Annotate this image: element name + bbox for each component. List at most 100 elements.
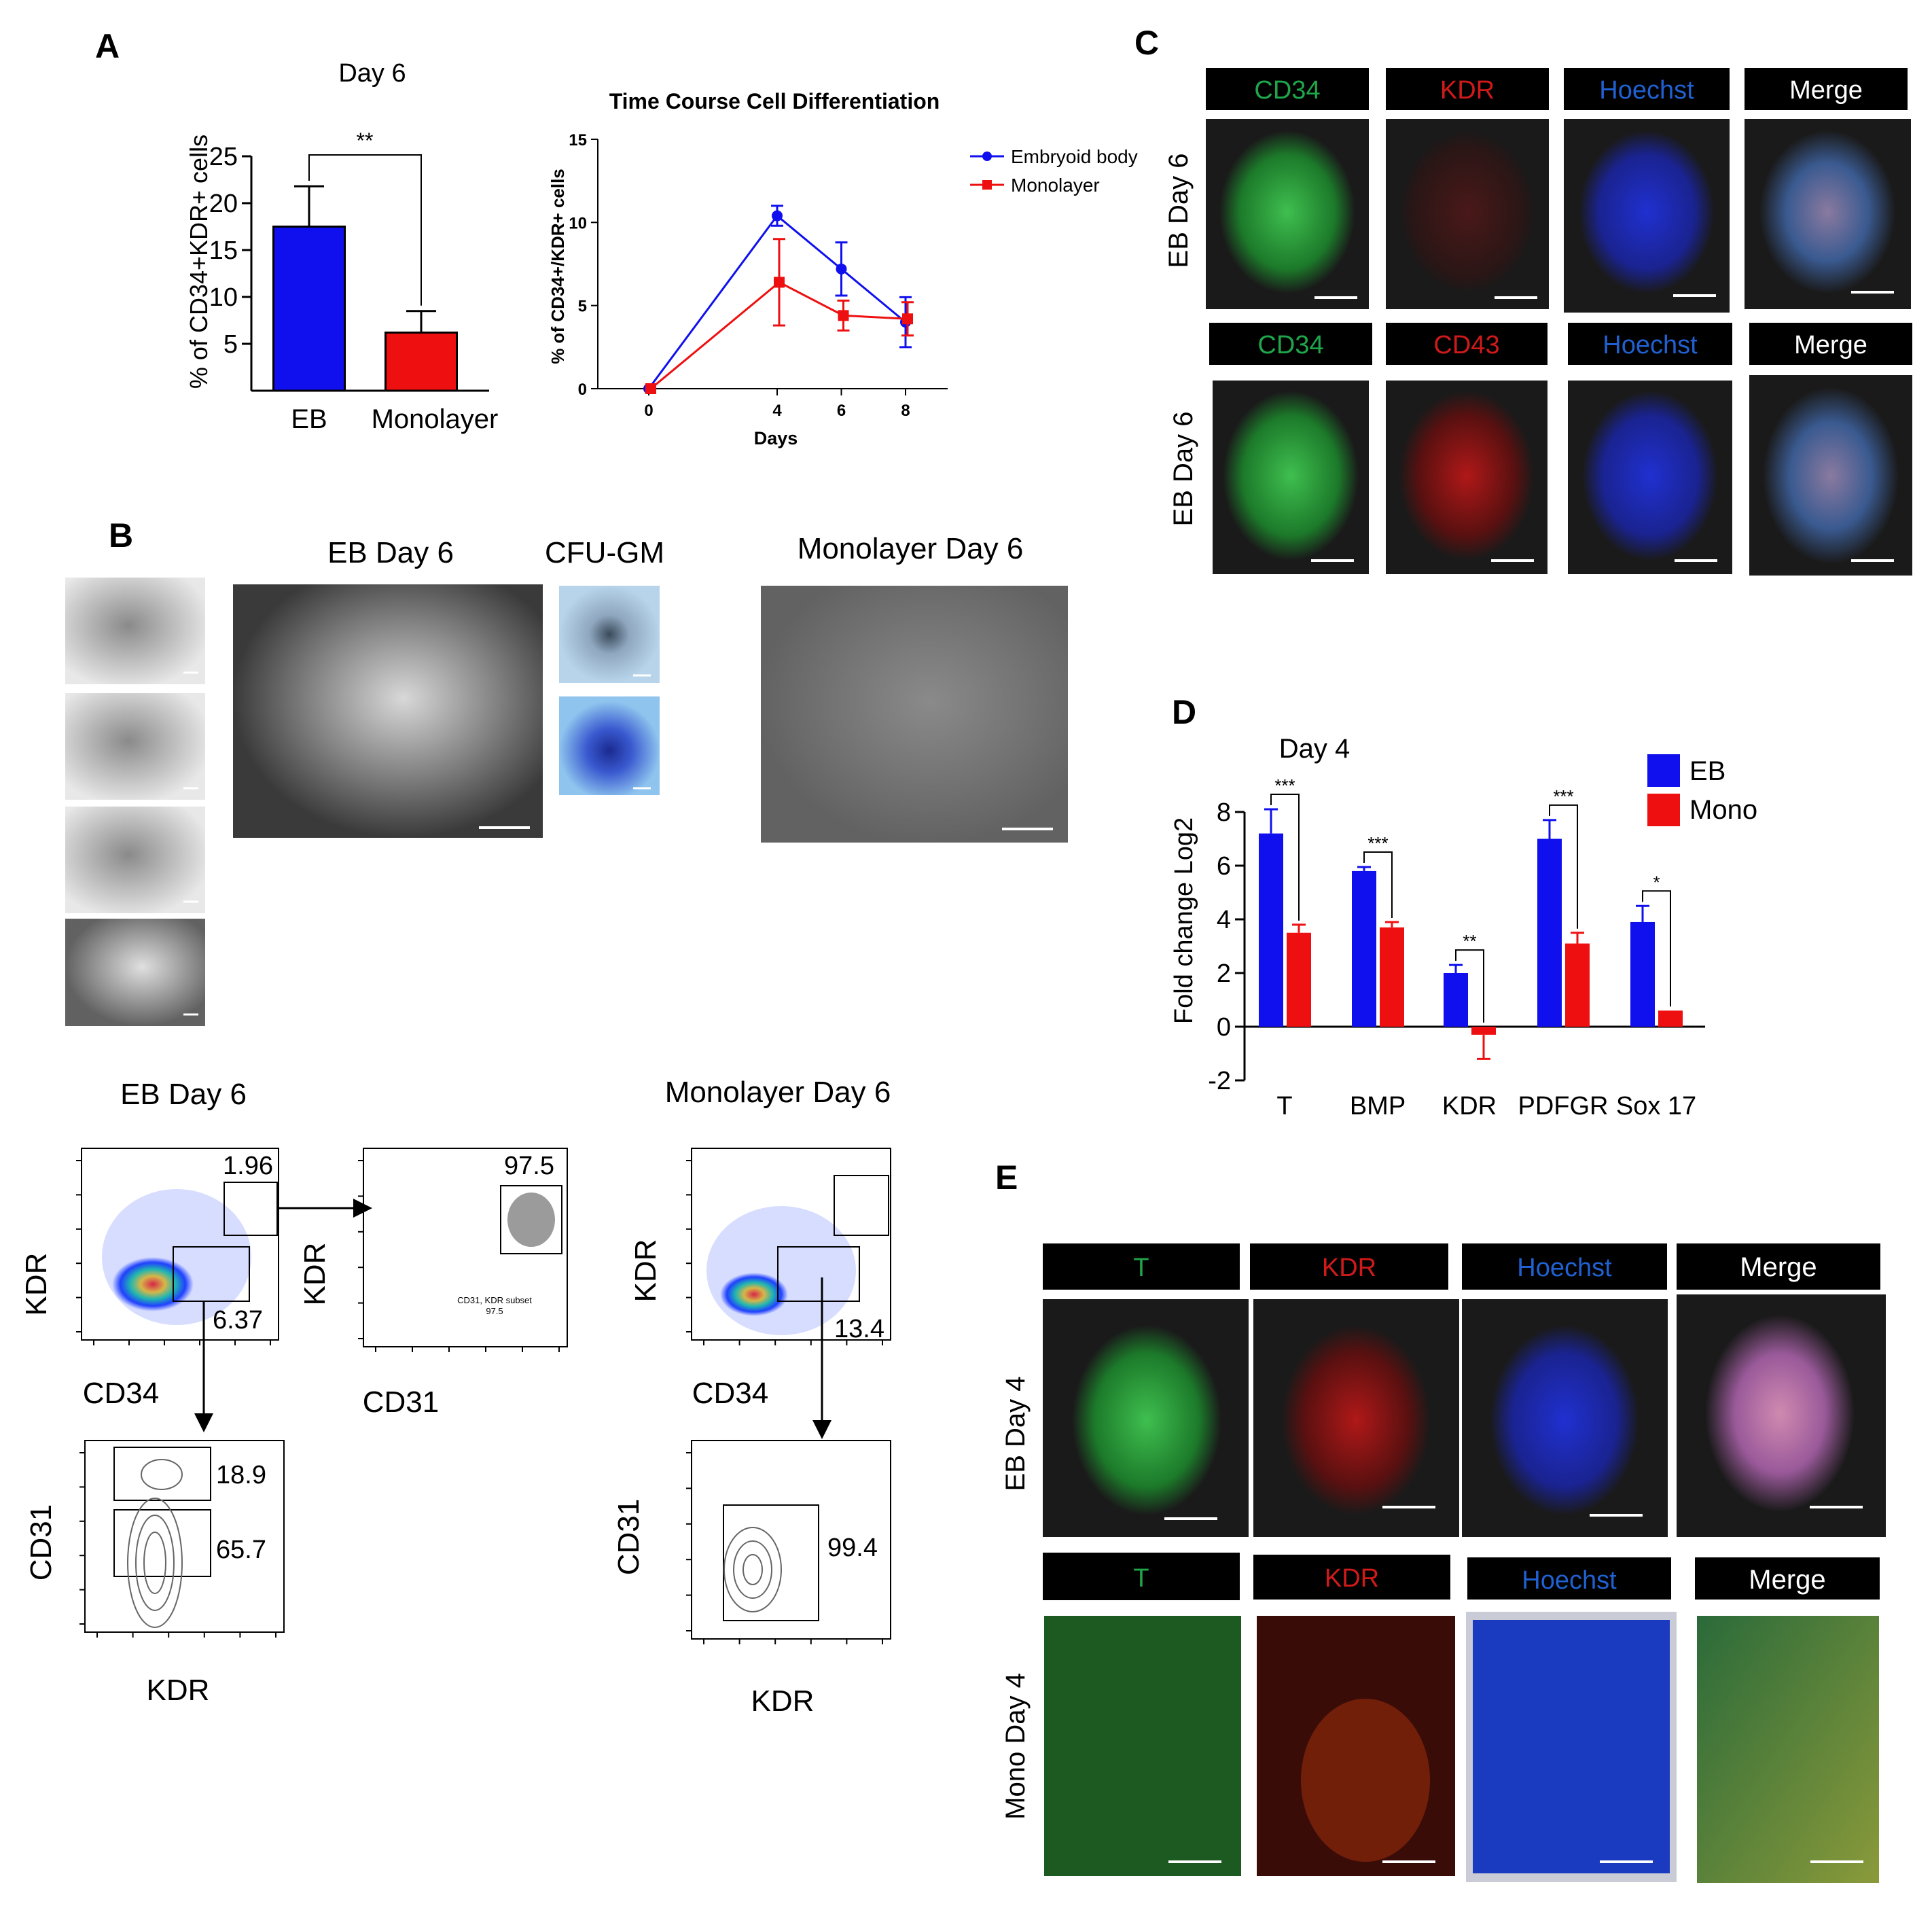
axis-eb2-x: CD31 (363, 1385, 440, 1419)
a-line-xtick-label: 8 (901, 402, 910, 420)
d-ytick-label: 0 (1217, 1013, 1231, 1042)
a-line-ytick-label: 10 (569, 214, 587, 232)
axis-mono1-y: KDR (629, 1239, 662, 1303)
panel-letter-a: A (95, 27, 120, 65)
panel-e-row1-label: EB Day 4 (1001, 1377, 1031, 1491)
panel-letter-e: E (995, 1159, 1018, 1197)
grouped-bar-chart-day4: Day 4 Fold change Log2 -202468***T***BMP… (1170, 734, 1757, 1120)
panel-e-grid: EB Day 4 Mono Day 4 T KDR Hoechst Merge … (1001, 1243, 1886, 1883)
d-bar-1-1 (1380, 927, 1404, 1027)
axis-mono2-y: CD31 (612, 1499, 645, 1576)
axis-mono1-x: CD34 (692, 1377, 769, 1410)
e2-header-hoechst: Hoechst (1522, 1566, 1617, 1595)
panel-e-row2-label: Mono Day 4 (1001, 1673, 1031, 1820)
d-category-label: PDFGR (1518, 1092, 1609, 1120)
brightfield-column (65, 578, 205, 1026)
d-sig-bracket (1363, 851, 1393, 918)
eb-day6-label: EB Day 6 (327, 536, 454, 569)
d-category-label: KDR (1442, 1092, 1497, 1120)
bar-chart-title: Day 6 (338, 59, 406, 88)
line-chart-legend: Embryoid body Monolayer (970, 146, 1138, 196)
subset-note: CD31, KDR subset (457, 1295, 532, 1305)
d-bar-1-2 (1471, 1027, 1496, 1035)
flow-plot-mono-cd31-kdr: 99.4 CD31 KDR (612, 1440, 891, 1718)
cfu-gm-label: CFU-GM (545, 536, 664, 569)
d-bar-1-4 (1658, 1010, 1683, 1027)
a-bar-ytick-label: 20 (209, 190, 238, 218)
subset-note-value: 97.5 (486, 1306, 503, 1316)
gate-eb-cd31kdr: 97.5 (504, 1152, 554, 1180)
c1-header-merge: Merge (1789, 76, 1863, 105)
a-line-ytick-label: 15 (569, 131, 587, 149)
e2-header-t: T (1133, 1564, 1149, 1593)
d-ytick-label: -2 (1208, 1067, 1231, 1095)
a-line-point (836, 263, 847, 275)
d-chart-title: Day 4 (1279, 734, 1350, 764)
a-bar-ytick-label: 25 (209, 143, 238, 171)
d-bar-0-3 (1537, 838, 1562, 1027)
a-bar-ytick-label: 10 (209, 283, 238, 312)
a-line-point (645, 383, 656, 394)
a-line-xtick-label: 6 (837, 402, 846, 420)
eb-day6-micrograph (233, 584, 543, 838)
gate-eb-cd31-mid: 65.7 (216, 1536, 266, 1564)
d-category-label: Sox 17 (1616, 1092, 1696, 1120)
axis-mono2-x: KDR (751, 1684, 815, 1718)
axis-eb3-y: CD31 (24, 1504, 58, 1581)
line-chart-ylabel: % of CD34+/KDR+ cells (548, 169, 568, 364)
c1-header-cd34: CD34 (1254, 76, 1320, 105)
line-chart-xlabel: Days (754, 428, 798, 448)
panel-c-row1-label: EB Day 6 (1164, 154, 1194, 268)
axis-eb1-y: KDR (20, 1253, 53, 1316)
a-bar-1 (384, 331, 458, 392)
c1-header-hoechst: Hoechst (1599, 76, 1694, 105)
a-line-point (838, 310, 849, 321)
a-line-ytick-label: 5 (578, 298, 587, 316)
bar-chart-plot: 5 10 15 20 25 EB Monolayer (209, 143, 499, 434)
d-sig-label: * (1653, 872, 1660, 892)
gate-mono-cd31: 99.4 (827, 1534, 878, 1562)
panel-letter-c: C (1134, 24, 1159, 62)
d-ytick-label: 6 (1217, 852, 1231, 881)
a-bar-ytick-label: 15 (209, 236, 238, 265)
legend-embryoid-body: Embryoid body (1011, 146, 1138, 167)
d-sig-bracket (1549, 804, 1578, 929)
e2-header-kdr: KDR (1325, 1564, 1379, 1593)
monolayer-day6-label: Monolayer Day 6 (798, 532, 1024, 565)
d-bar-1-3 (1565, 943, 1590, 1027)
d-chart-ylabel: Fold change Log2 (1170, 817, 1198, 1024)
c2-header-merge: Merge (1794, 331, 1867, 359)
a-line-xtick-label: 0 (644, 402, 653, 420)
c2-header-cd43: CD43 (1433, 331, 1499, 359)
gate-eb-cd34low: 6.37 (213, 1306, 263, 1335)
axis-eb1-x: CD34 (83, 1377, 160, 1410)
d-sig-bracket (1642, 890, 1671, 1007)
d-sig-label: ** (1463, 931, 1476, 951)
d-sig-label: *** (1274, 775, 1295, 796)
gate-eb-cd34kdr: 1.96 (223, 1152, 273, 1180)
d-sig-bracket (1270, 794, 1300, 921)
flow-plot-mono-kdr-cd34: 13.4 KDR CD34 (629, 1148, 891, 1410)
d-bar-0-0 (1259, 833, 1283, 1027)
line-chart-plot: 0 5 10 15 0 4 6 8 (569, 131, 948, 420)
flow-plot-eb-kdr-cd34: 1.96 6.37 KDR CD34 (20, 1148, 279, 1410)
line-chart-title: Time Course Cell Differentiation (609, 89, 940, 113)
legend-mono: Mono (1689, 795, 1757, 825)
a-line-ytick-label: 0 (578, 381, 587, 399)
gate-eb-cd31-high: 18.9 (216, 1461, 266, 1489)
d-sig-label: *** (1367, 833, 1388, 853)
e1-header-merge: Merge (1740, 1252, 1817, 1282)
panel-c-grid: EB Day 6 EB Day 6 CD34 KDR Hoechst Merge… (1164, 68, 1912, 576)
d-chart-plot: -2 0 2 4 6 8 *** T *** BMP ** KDR *** PDFGR * Sox 17 (1208, 775, 1705, 1120)
d-ytick-label: 2 (1217, 959, 1231, 988)
a-line-point (772, 210, 783, 222)
e1-header-kdr: KDR (1322, 1254, 1376, 1282)
d-sig-label: *** (1553, 786, 1573, 807)
d-category-label: T (1276, 1092, 1292, 1120)
a-line-point (902, 313, 913, 325)
d-category-label: BMP (1350, 1092, 1406, 1120)
bar-chart-day6: Day 6 % of CD34+KDR+ cells 5 10 15 20 25 EB Mo… (185, 59, 498, 434)
panel-c-row2-label: EB Day 6 (1168, 412, 1198, 527)
e1-header-t: T (1133, 1254, 1149, 1282)
d-bar-0-2 (1444, 973, 1468, 1027)
